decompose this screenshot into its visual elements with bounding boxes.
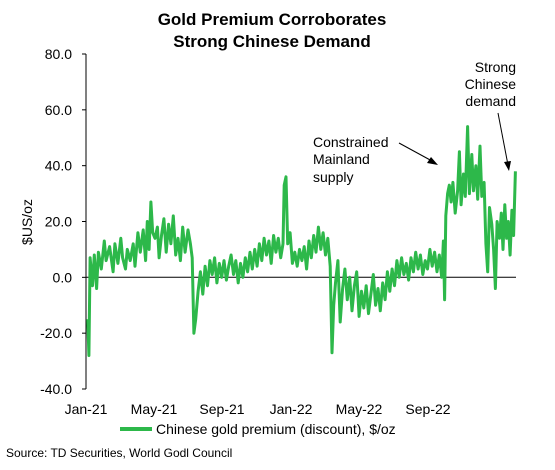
y-tick-label: -40.0 [40,381,72,397]
annotation-1-arrowhead [427,157,438,165]
annotation-2-line-1: Strong [475,59,516,75]
x-tick-label: Jan-22 [270,401,313,417]
x-tick-label: May-21 [131,401,178,417]
series-line [86,125,517,357]
annotation-2-line-3: demand [465,93,516,109]
annotation-constrained-supply: Constrained Mainland supply [313,134,438,185]
chart-title-line-2: Strong Chinese Demand [173,32,370,51]
x-tick-label: Jan-21 [65,401,108,417]
annotation-1-arrow-line [398,142,433,162]
annotation-2-arrowhead [504,161,511,171]
y-axis-ticks: -40.0 -20.0 0.0 20.0 40.0 60.0 80.0 [40,46,86,397]
y-tick-label: 80.0 [45,46,72,62]
chart-title-line-1: Gold Premium Corroborates [158,10,387,29]
annotation-1-line-2: Mainland [313,151,370,167]
y-tick-label: 60.0 [45,102,72,118]
annotation-2-arrow-line [497,112,509,166]
y-tick-label: 40.0 [45,158,72,174]
y-tick-label: 20.0 [45,214,72,230]
annotation-1-line-1: Constrained [313,134,389,150]
annotation-1-line-3: supply [313,169,353,185]
x-tick-label: Sep-21 [199,401,244,417]
y-axis-title: $US/oz [19,199,35,245]
series-layer [86,125,517,357]
annotation-2-line-2: Chinese [465,76,517,92]
annotation-strong-demand: Strong Chinese demand [465,59,517,171]
x-tick-label: May-22 [336,401,383,417]
y-tick-label: -20.0 [40,325,72,341]
y-tick-label: 0.0 [53,269,73,285]
legend: Chinese gold premium (discount), $/oz [120,421,396,437]
legend-label: Chinese gold premium (discount), $/oz [156,421,396,437]
source-note: Source: TD Securities, World Godl Counci… [6,446,233,460]
x-axis-ticks: Jan-21 May-21 Sep-21 Jan-22 May-22 Sep-22 [65,401,451,417]
x-tick-label: Sep-22 [405,401,450,417]
